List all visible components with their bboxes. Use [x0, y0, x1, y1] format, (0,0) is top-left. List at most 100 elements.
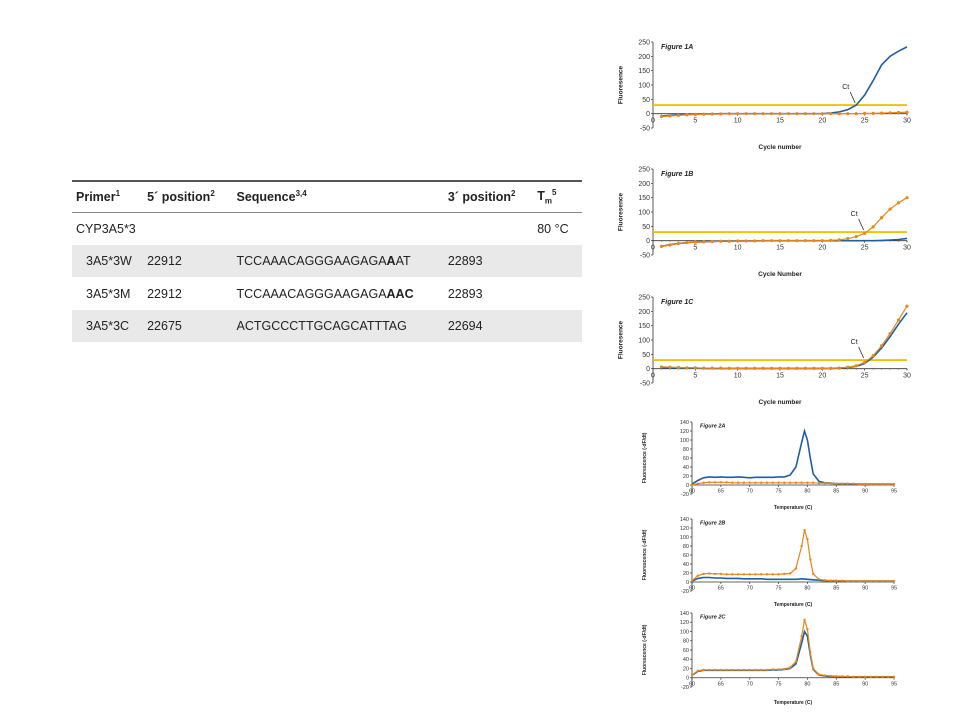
data-point	[871, 111, 875, 115]
data-point	[820, 366, 824, 370]
data-point	[731, 668, 734, 672]
y-tick-label: -50	[640, 125, 650, 132]
data-point	[659, 114, 664, 119]
data-point	[748, 573, 751, 576]
x-tick-label: 20	[818, 245, 826, 252]
data-point	[795, 239, 799, 243]
y-tick-label: 20	[683, 666, 689, 672]
data-point	[744, 366, 748, 370]
y-tick-label: 150	[638, 195, 650, 202]
data-point	[840, 482, 844, 485]
data-point	[858, 579, 861, 583]
data-point	[690, 483, 694, 487]
data-point	[817, 578, 821, 581]
y-tick-label: 100	[638, 337, 650, 344]
data-point	[812, 112, 816, 116]
data-point	[803, 366, 807, 370]
data-point	[753, 239, 757, 243]
data-point	[837, 366, 841, 370]
x-tick-label: 15	[776, 373, 784, 380]
row-three-position: 22893	[443, 244, 534, 278]
y-axis-label: Fluoresence	[618, 320, 625, 359]
data-point	[888, 207, 892, 211]
y-axis-label: Fluorescence (-dF/dt)	[642, 432, 648, 483]
row-tm	[533, 244, 582, 278]
header-three-position: 3´ position2	[443, 179, 534, 213]
data-point	[795, 112, 799, 116]
x-tick-label: 95	[891, 681, 897, 687]
x-tick-label: 75	[776, 489, 782, 495]
data-point	[896, 318, 901, 322]
chart-title: Figure 1C	[661, 299, 694, 306]
data-point	[710, 112, 714, 116]
series-line-2	[661, 197, 908, 247]
x-axis-label: Cycle Number	[758, 271, 802, 278]
y-tick-label: 250	[638, 166, 650, 173]
data-point	[835, 675, 838, 678]
data-point	[846, 482, 850, 485]
data-point	[803, 112, 807, 116]
x-tick-label: 25	[861, 245, 869, 252]
x-tick-label: 30	[903, 245, 911, 252]
data-point	[806, 538, 809, 541]
data-point	[794, 660, 798, 663]
x-tick-label: 5	[693, 373, 697, 380]
row-tm	[533, 309, 582, 342]
data-point	[736, 112, 740, 116]
data-point	[803, 618, 806, 622]
data-point	[696, 482, 699, 485]
x-axis-label: Temperature (C)	[774, 602, 813, 608]
data-point	[887, 675, 890, 679]
data-point	[786, 239, 791, 243]
data-point	[713, 481, 717, 484]
data-point	[846, 237, 850, 241]
data-point	[803, 239, 807, 243]
data-point	[846, 365, 850, 369]
x-tick-label: 65	[718, 586, 724, 592]
data-point	[742, 573, 746, 576]
x-tick-label: 0	[651, 245, 655, 252]
data-point	[806, 481, 809, 484]
data-point	[852, 675, 855, 679]
data-point	[668, 243, 672, 247]
data-point	[753, 112, 757, 116]
x-tick-label: 90	[862, 489, 868, 495]
row-sequence: TCCAAACAGGGAAGAGAAAT	[232, 244, 444, 278]
data-point	[719, 239, 723, 243]
data-point	[806, 627, 809, 631]
data-point	[896, 201, 901, 205]
data-point	[736, 573, 740, 576]
data-point	[852, 579, 855, 583]
data-point	[840, 675, 844, 678]
y-tick-label: -50	[640, 252, 650, 259]
ct-label: Ct	[851, 339, 858, 346]
chart-title: Figure 2A	[700, 424, 725, 430]
data-point	[786, 366, 791, 370]
ct-pointer	[849, 91, 856, 104]
data-point	[771, 481, 774, 484]
y-tick-label: 120	[680, 526, 689, 532]
data-point	[702, 572, 705, 576]
x-tick-label: 15	[776, 118, 784, 125]
x-tick-label: 95	[891, 586, 897, 592]
row-three-position: 22893	[447, 286, 483, 301]
row-tm	[533, 277, 582, 310]
y-tick-label: 140	[680, 517, 689, 523]
y-tick-label: 20	[683, 571, 689, 577]
data-point	[731, 481, 734, 484]
data-point	[837, 238, 841, 242]
y-tick-label: -20	[681, 685, 689, 691]
y-tick-label: 60	[683, 456, 689, 462]
data-point	[812, 366, 816, 370]
data-point	[719, 112, 723, 116]
y-tick-label: 150	[638, 68, 650, 75]
data-point	[685, 366, 689, 370]
y-tick-label: 100	[680, 629, 689, 635]
data-point	[863, 111, 867, 115]
data-point	[702, 366, 706, 370]
y-tick-label: 120	[680, 620, 689, 626]
data-point	[685, 241, 689, 245]
data-point	[760, 573, 763, 576]
y-tick-label: 100	[680, 438, 689, 444]
